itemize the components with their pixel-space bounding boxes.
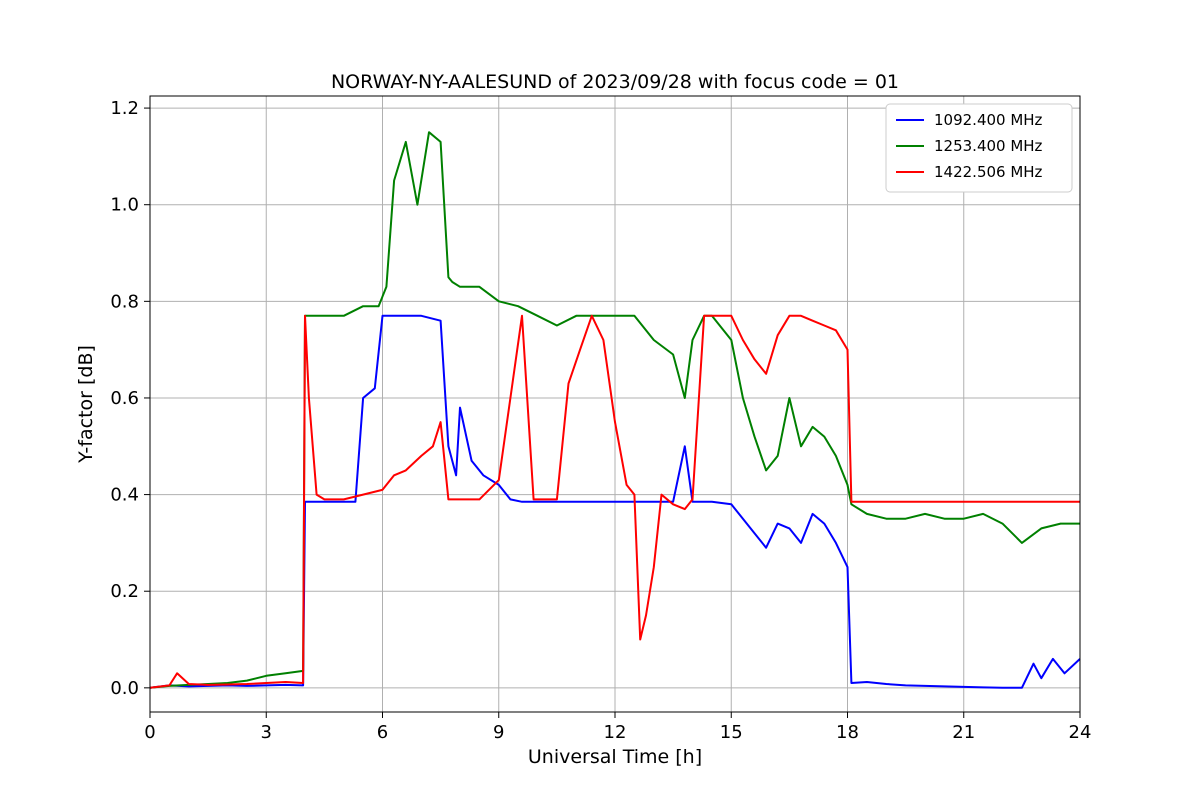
legend-label-0: 1092.400 MHz: [934, 111, 1043, 129]
series-line-0: [149, 314, 1081, 689]
series-line-1: [149, 131, 1080, 689]
x-tick-label: 18: [836, 722, 859, 743]
x-tick-label: 15: [720, 722, 743, 743]
legend-label-1: 1253.400 MHz: [934, 137, 1043, 155]
y-tick-label: 0.2: [110, 581, 139, 602]
x-tick-label: 0: [144, 722, 155, 743]
y-tick-label: 0.6: [110, 388, 139, 409]
legend-label-2: 1422.506 MHz: [934, 163, 1043, 181]
x-tick-label: 24: [1069, 722, 1092, 743]
y-tick-label: 1.2: [110, 98, 139, 119]
x-tick-label: 9: [493, 722, 504, 743]
x-tick-label: 3: [261, 722, 272, 743]
y-tick-label: 0.4: [110, 485, 139, 506]
legend-box: [885, 103, 1073, 193]
x-tick-label: 12: [604, 722, 627, 743]
x-tick-label: 21: [952, 722, 975, 743]
y-tick-label: 0.0: [110, 678, 139, 699]
series-layer: [149, 131, 1081, 689]
x-tick-label: 6: [377, 722, 388, 743]
axis-ticks: 0 3 6 9 12 15 18 21 24 0.0 0.2 0.4 0.6 0.8 1.0 1.2: [110, 98, 1091, 743]
x-axis-label: Universal Time [h]: [528, 746, 702, 768]
series-line-2: [149, 314, 1080, 689]
y-axis-label: Y-factor [dB]: [75, 345, 97, 464]
legend: 1092.400 MHz 1253.400 MHz 1422.506 MHz: [885, 103, 1073, 193]
y-tick-label: 1.0: [110, 195, 139, 216]
y-tick-label: 0.8: [110, 291, 139, 312]
chart-title: NORWAY-NY-AALESUND of 2023/09/28 with fo…: [331, 71, 899, 93]
